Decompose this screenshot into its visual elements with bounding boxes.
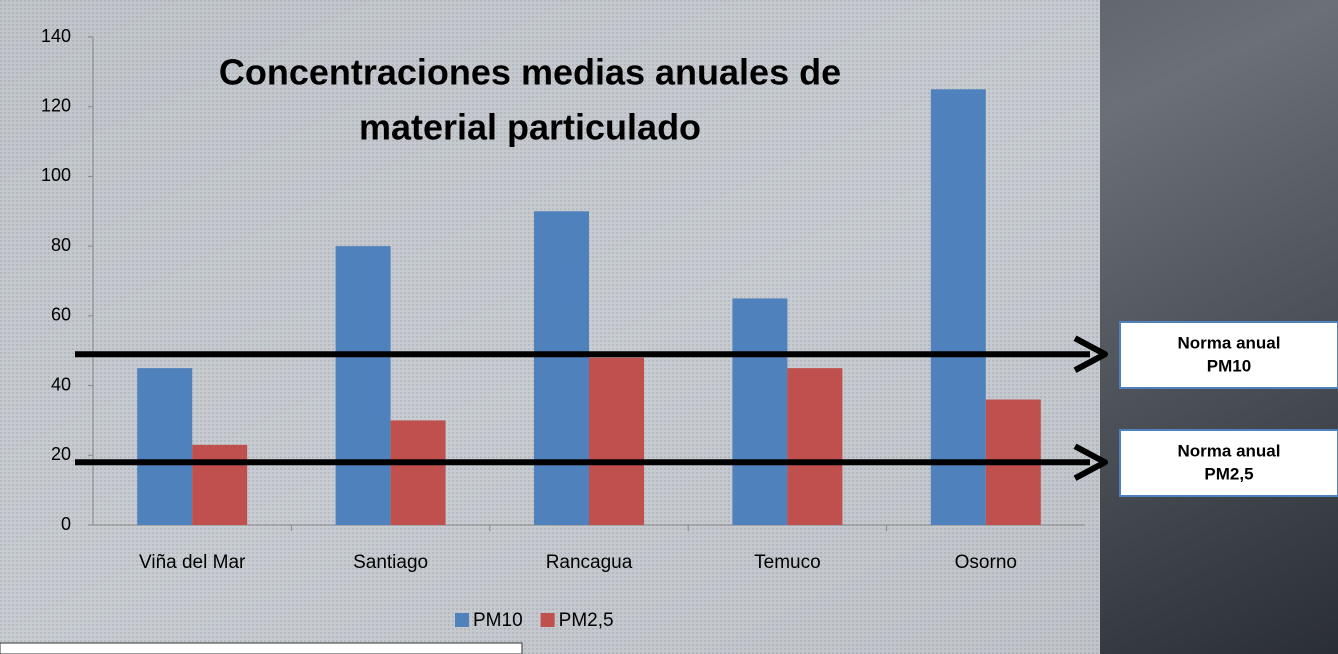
reference-label: PM2,5 (1204, 464, 1253, 483)
y-tick-label: 0 (61, 514, 71, 534)
x-tick-label: Viña del Mar (139, 552, 246, 573)
reference-label-box (1119, 429, 1338, 497)
bar (589, 357, 644, 525)
x-tick-label: Rancagua (546, 552, 633, 573)
y-tick-label: 80 (51, 235, 71, 255)
bar (335, 246, 391, 525)
bar (534, 211, 589, 526)
reference-label-box (1119, 321, 1338, 389)
y-tick-label: 40 (51, 374, 71, 394)
legend-swatch (540, 613, 555, 627)
arrow-head (1073, 443, 1108, 481)
y-tick-label: 60 (51, 305, 71, 325)
chart-title: material particulado (359, 107, 701, 148)
bar (732, 298, 788, 525)
legend-swatch (455, 613, 469, 627)
caption-box (0, 642, 523, 654)
x-tick-label: Temuco (754, 552, 821, 573)
x-tick-label: Osorno (955, 552, 1017, 573)
y-tick-label: 100 (41, 165, 71, 185)
y-tick-label: 20 (51, 444, 71, 464)
arrow-head (1073, 335, 1108, 373)
bar (787, 368, 843, 525)
bar (930, 89, 986, 526)
x-tick-label: Santiago (353, 552, 428, 573)
reference-label: PM10 (1207, 356, 1251, 375)
chart-title: Concentraciones medias anuales de (219, 52, 841, 93)
legend-label: PM2,5 (559, 610, 614, 631)
bar (137, 368, 193, 525)
y-tick-label: 120 (41, 95, 71, 115)
reference-label: Norma anual (1178, 333, 1281, 352)
y-tick-label: 140 (41, 26, 71, 46)
bar (192, 444, 248, 525)
reference-label: Norma anual (1178, 441, 1281, 460)
bar (390, 420, 446, 525)
legend-label: PM10 (473, 610, 523, 631)
